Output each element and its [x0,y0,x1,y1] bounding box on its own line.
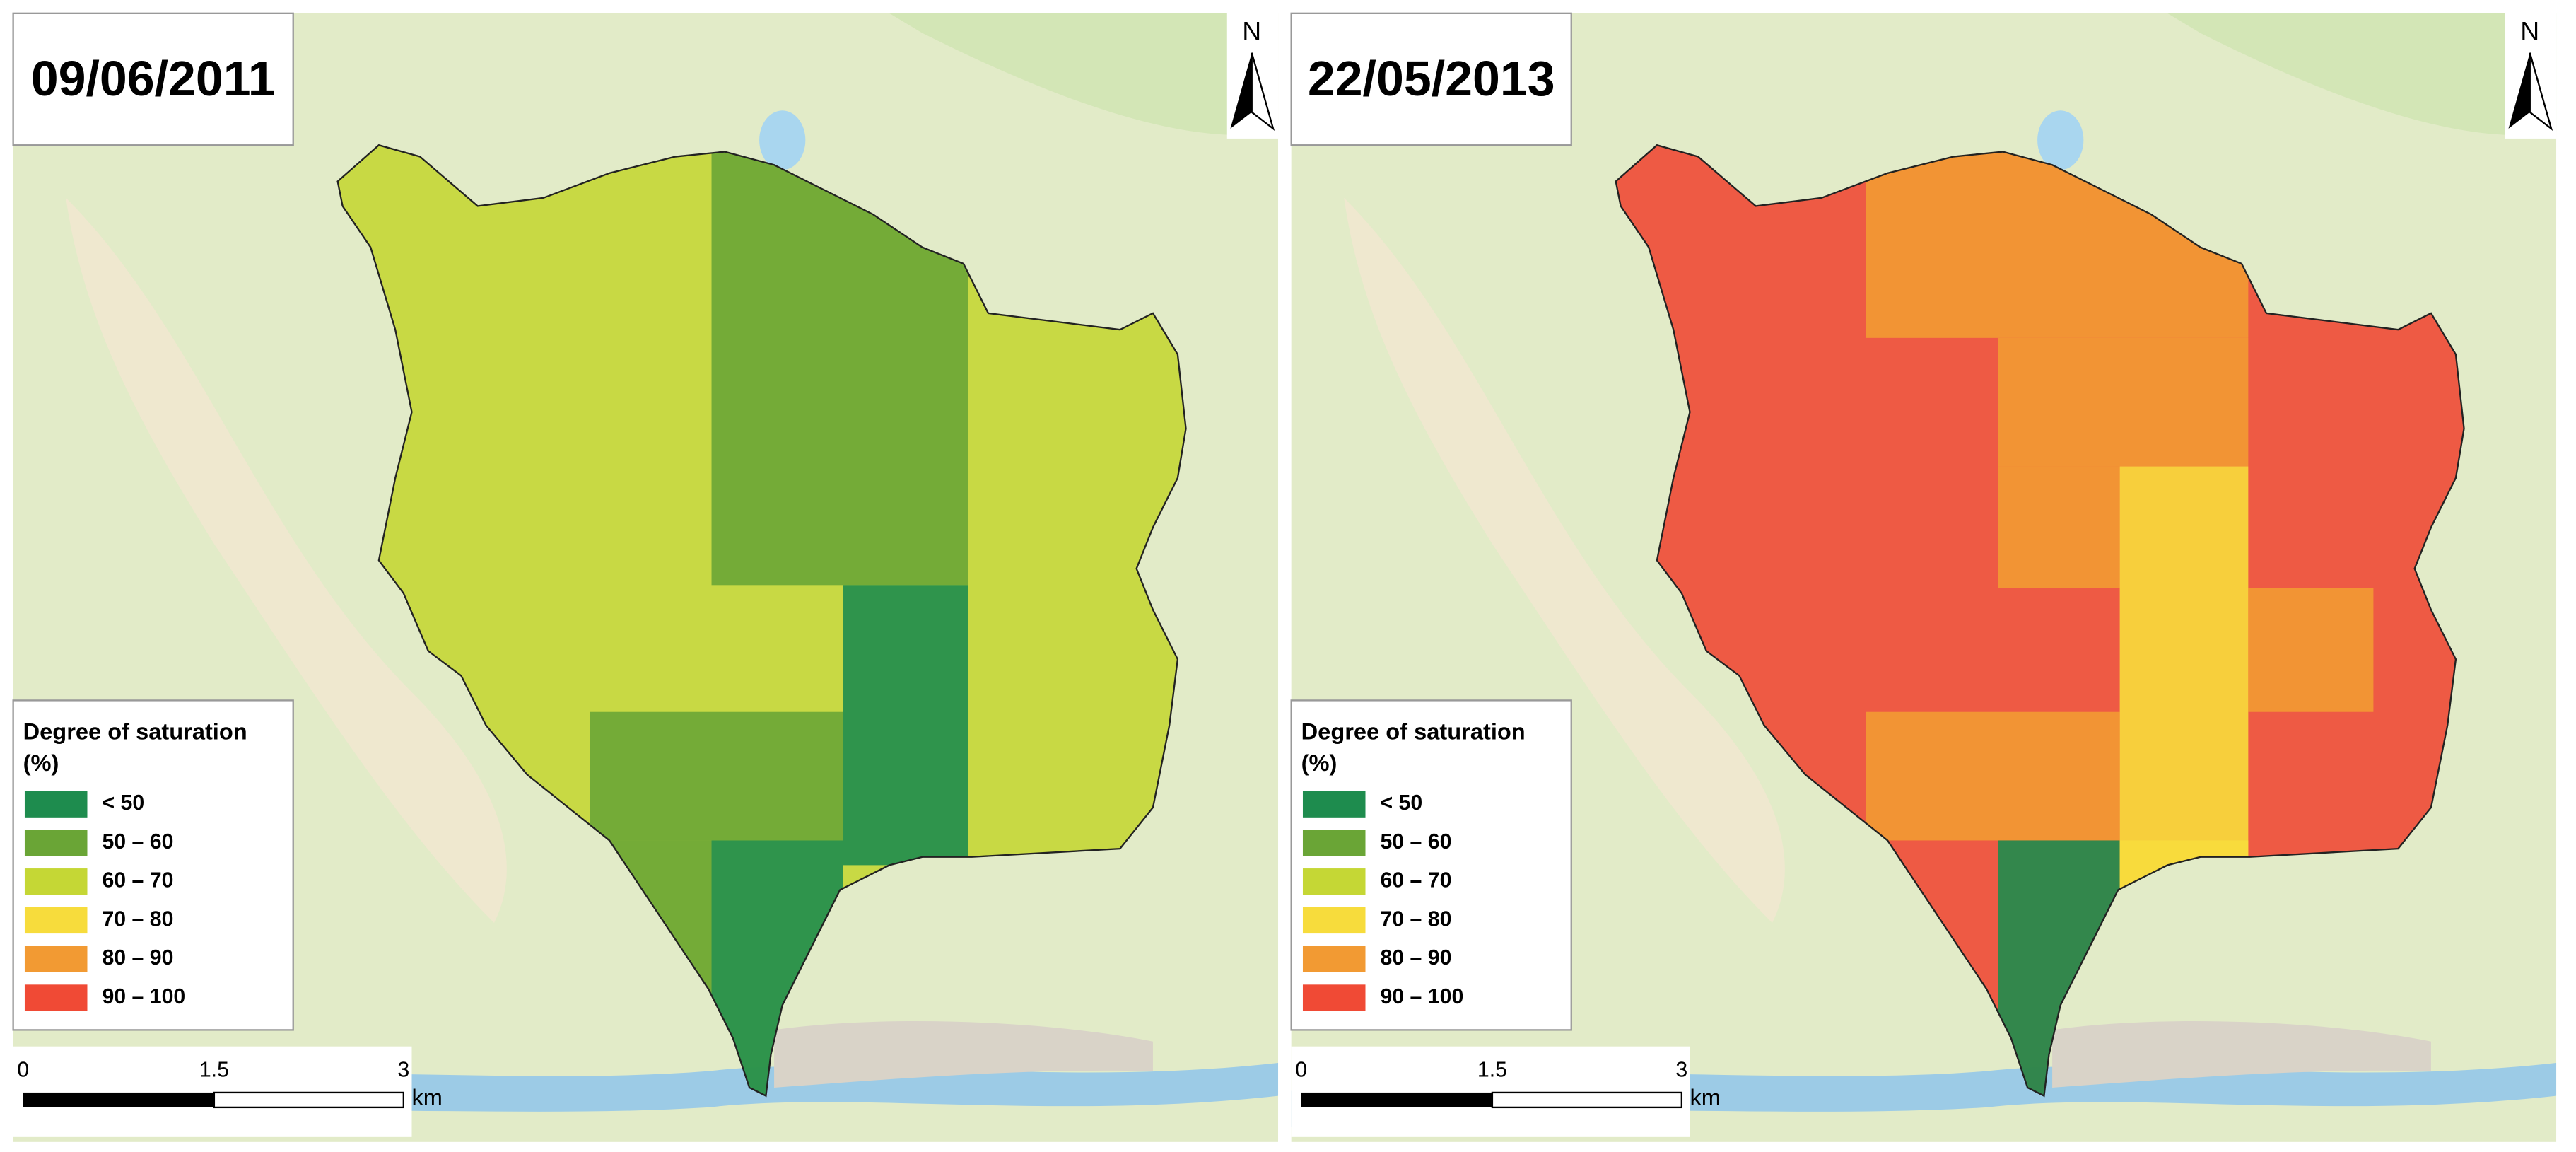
legend-label: 70 – 80 [102,907,173,931]
legend-label: 50 – 60 [102,830,173,854]
grid-cell [1998,337,2249,467]
ridge [66,197,507,923]
legend-swatch [1302,791,1366,818]
scale-label: 0 [1295,1059,1307,1082]
scale-label: 1.5 [199,1059,229,1082]
date-box [1290,12,1572,146]
scale-label: 3 [1675,1059,1687,1082]
legend-label: < 50 [102,791,144,815]
legend-swatch [1302,907,1366,934]
map-panel: 22/05/2013 N Degree of saturation (%) < 50 50… [1290,12,2557,1142]
grid-cell [1998,466,2120,588]
north-arrow [2529,52,2553,131]
north-arrow [1251,52,1275,131]
map-panel: 09/06/2011 N Degree of saturation (%) < 50 50… [12,12,1279,1142]
legend-swatch [1302,946,1366,972]
scale-label: 1.5 [1477,1059,1507,1082]
legend-swatch [24,984,88,1011]
date-label: 22/05/2013 [1308,51,1555,106]
town [774,1020,1153,1088]
legend-label: 50 – 60 [1380,830,1451,854]
legend-title: Degree of saturation [23,718,247,745]
ridge [1344,197,1785,923]
grid-cell [2248,588,2374,712]
north-label: N [1242,16,1261,46]
grid-cell [1866,711,2120,841]
legend-label: 60 – 70 [1380,869,1451,892]
legend-swatch [1302,830,1366,856]
scale-bar [23,1092,214,1107]
date-box [12,12,294,146]
legend-title: Degree of saturation [1301,718,1526,745]
legend-swatch [24,791,88,818]
legend-label: < 50 [1380,791,1422,815]
legend-label: 60 – 70 [102,869,173,892]
legend-swatch [1302,868,1366,895]
lake [2037,110,2084,170]
scale-unit: km [1690,1084,1721,1110]
legend-label: 70 – 80 [1380,907,1451,931]
scale-bar [213,1091,404,1109]
legend-box [1290,699,1572,1031]
legend-swatch [24,830,88,856]
date-label: 09/06/2011 [31,51,276,106]
grid-cell [2119,466,2249,912]
legend-label: 80 – 90 [1380,946,1451,970]
grid-cell [843,585,968,866]
grid-cell [590,711,843,841]
scale-label: 0 [17,1059,29,1082]
legend-unit: (%) [23,750,59,776]
legend-box [12,699,294,1031]
legend-label: 90 – 100 [102,985,185,1008]
scale-unit: km [411,1084,442,1110]
legend-swatch [24,907,88,934]
north-label: N [2520,16,2539,46]
legend-swatch [24,868,88,895]
forest [889,13,1279,136]
legend-label: 80 – 90 [102,946,173,970]
legend-unit: (%) [1301,750,1337,776]
scale-bar [1491,1091,1683,1109]
town [2052,1020,2431,1088]
forest [2167,13,2557,136]
legend-swatch [24,946,88,972]
scale-label: 3 [397,1059,409,1082]
legend-swatch [1302,984,1366,1011]
legend-label: 90 – 100 [1380,985,1463,1008]
lake [759,110,806,170]
scale-bar [1301,1092,1492,1107]
